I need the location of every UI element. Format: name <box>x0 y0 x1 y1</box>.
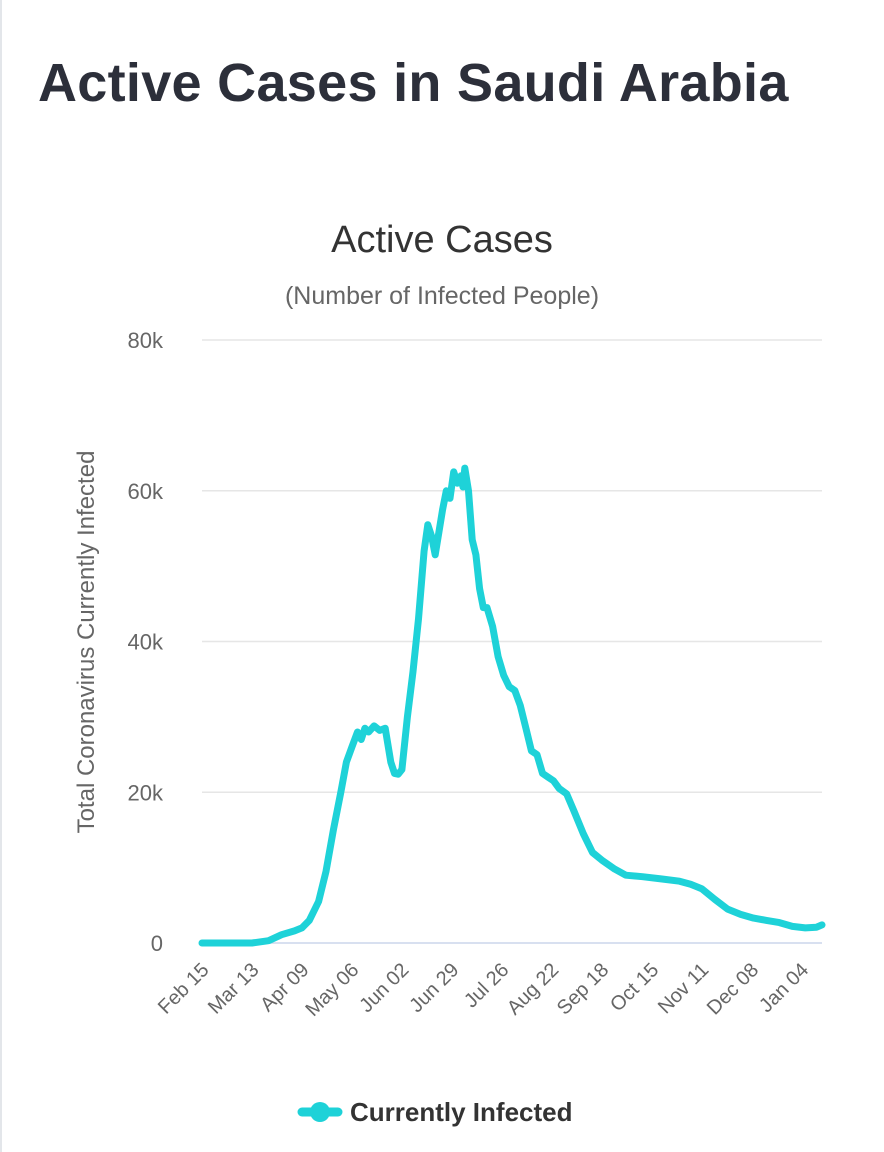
x-tick-label: Mar 13 <box>204 959 264 1019</box>
y-tick-label: 60k <box>128 479 164 504</box>
x-tick-label: Nov 11 <box>654 959 713 1018</box>
y-axis-title: Total Coronavirus Currently Infected <box>73 451 100 834</box>
y-axis-ticks: 0 20k 40k 60k 80k <box>128 328 164 956</box>
x-tick-label: Jun 02 <box>355 959 413 1017</box>
chart-subtitle: (Number of Infected People) <box>285 282 599 310</box>
grid-lines <box>202 339 822 793</box>
page-title: Active Cases in Saudi Arabia <box>38 53 789 113</box>
series-line-currently-infected <box>198 464 826 947</box>
legend-marker-icon <box>310 1102 330 1122</box>
y-tick-label: 20k <box>128 780 164 805</box>
x-tick-label: Dec 08 <box>703 959 763 1019</box>
legend-label: Currently Infected <box>350 1097 573 1127</box>
x-tick-label: May 06 <box>302 959 364 1021</box>
x-tick-label: Jan 04 <box>755 959 813 1017</box>
x-tick-label: Sep 18 <box>553 959 613 1019</box>
legend[interactable]: Currently Infected <box>297 1097 573 1127</box>
x-tick-label: Jun 29 <box>405 959 463 1017</box>
y-tick-label: 40k <box>128 630 164 655</box>
y-tick-label: 0 <box>151 931 163 956</box>
page-left-border <box>0 0 2 1152</box>
x-tick-label: Feb 15 <box>154 959 214 1019</box>
x-tick-label: Aug 22 <box>503 959 563 1019</box>
x-tick-label: Oct 15 <box>606 959 663 1016</box>
chart-title: Active Cases <box>331 219 553 261</box>
series-layer <box>198 464 826 947</box>
y-tick-label: 80k <box>128 328 164 353</box>
